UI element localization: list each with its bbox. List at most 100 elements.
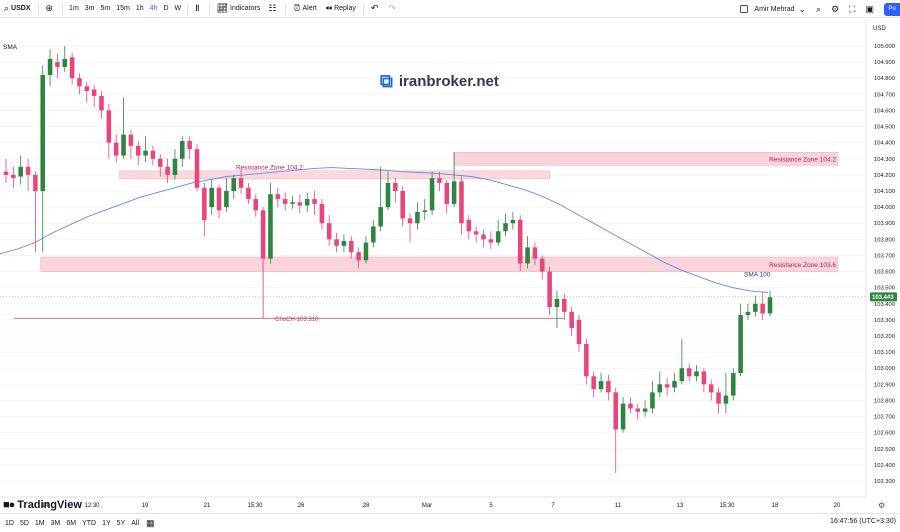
layout-selector[interactable]: Amir Mehrad ⌄ [736,0,812,18]
candle [371,220,376,248]
alarm-clock-icon: ⏰︎ [293,3,301,13]
camera-icon: ▣ [865,3,874,14]
candle-body [172,158,178,175]
clock[interactable]: 16:47:56 (UTC+3:30) [830,518,896,525]
resistance-zones: Resistance Zone 104.2 Resistance Zone 104… [40,152,839,272]
candle [576,315,582,353]
candle-body [194,149,200,188]
chevron-down-icon: ⌄ [798,3,807,14]
range-1D[interactable]: 1D [5,519,14,527]
chart-pane[interactable]: Resistance Zone 104.2 Resistance Zone 104… [0,19,900,513]
time-axis[interactable]: 14 12:30 19 21 15:30 26 28 Mar 5 7 11 13 15:30 18 20 ⚙ [0,496,885,510]
candle-body [569,311,574,328]
templates-button[interactable]: ☷ [264,0,282,18]
candle-body [451,181,457,204]
chart-type-button[interactable]: Ⅱ [191,0,205,18]
candle-body [525,247,530,264]
candle [400,186,405,227]
indicator-legend[interactable]: SMA [3,44,18,51]
candle [562,294,567,320]
candle [157,153,163,177]
candle [444,179,450,214]
range-YTD[interactable]: YTD [82,519,97,527]
candle-body [584,344,589,377]
date-range-button[interactable]: ▦ [142,514,161,532]
candle [128,129,134,159]
range-5Y[interactable]: 5Y [116,519,126,527]
indicators-button[interactable]: 📈︎ Indicators [213,0,265,18]
candle-body [143,150,148,156]
candle-body [135,145,141,156]
resistance-zone-label: Resistance Zone 103.6 [769,262,836,269]
candle-body [84,86,90,92]
range-3M[interactable]: 3M [50,519,61,527]
timeframe-3m[interactable]: 3m [84,5,95,12]
price-tick-label: 103.900 [874,221,895,227]
range-6M[interactable]: 6M [66,519,77,527]
settings-button[interactable]: ⚙︎ [827,0,845,18]
replay-button[interactable]: ⏪︎ Replay [321,0,360,18]
candle [466,215,472,240]
candle [202,182,207,237]
watermark-text: iranbroker.net [398,73,499,90]
candle-body [716,392,721,404]
candle [613,387,619,473]
publish-button[interactable]: Pu [884,2,900,16]
candle-body [356,252,361,261]
time-tick-label: 11 [615,503,622,509]
snapshot-button[interactable]: ▣ [861,0,880,18]
candle [679,339,685,385]
range-All[interactable]: All [131,519,140,527]
candle-body [510,220,516,224]
candle [194,144,200,191]
range-1Y[interactable]: 1Y [102,519,111,527]
candle [209,179,214,216]
range-1M[interactable]: 1M [34,519,45,527]
candle [393,178,398,203]
candle [121,97,126,159]
quick-search-button[interactable]: ⌕ [812,0,827,18]
candle [606,374,611,401]
undo-button[interactable]: ↶ [367,0,385,18]
candle [290,195,295,209]
price-tick-label: 103.100 [874,350,895,356]
compare-button[interactable]: ⊕ [42,0,60,18]
bottom-toolbar: 1D 5D 1M 3M 6M YTD 1Y 5Y All ▦ 16:47:56 (UTC+3:3… [0,513,900,532]
timeframe-5m[interactable]: 5m [100,5,111,12]
timeframe-D[interactable]: D [163,5,169,12]
range-5D[interactable]: 5D [19,519,29,527]
candle [348,236,354,259]
symbol-search[interactable]: ⌕ USDX [0,0,35,18]
time-tick-label: 26 [298,503,305,509]
candle [69,52,75,85]
candle [510,211,516,230]
candle-body [363,242,369,261]
divider [37,2,39,15]
candle [760,292,765,320]
timeframe-W[interactable]: W [174,5,182,12]
plus-circle-icon: ⊕ [45,3,54,13]
chart-canvas[interactable]: Resistance Zone 104.2 Resistance Zone 104… [0,19,900,513]
tradingview-logo[interactable]: ■● TradingView [3,499,82,511]
redo-button[interactable]: ↷ [384,0,402,18]
candle [554,290,560,328]
price-axis[interactable]: USD 105.000 104.900 104.800 104.700 104.600 10… [865,19,900,513]
price-tick-label: 103.500 [874,286,895,292]
alert-button[interactable]: ⏰︎ Alert [289,0,320,18]
price-tick-label: 103.700 [874,253,895,259]
candle-body [91,89,97,96]
candle [238,168,244,195]
candle-body [393,182,398,191]
candle [326,215,332,246]
timeframe-15m[interactable]: 15m [116,5,130,12]
candle-body [723,395,729,404]
fullscreen-button[interactable]: ⛶ [845,0,861,18]
timeframe-4h[interactable]: 4h [149,5,158,12]
timeframe-1m[interactable]: 1m [69,5,79,12]
candle [385,171,391,211]
timeframe-1h[interactable]: 1h [135,5,144,12]
candle-body [268,194,273,259]
calendar-icon: ▦ [146,517,155,528]
candle-body [297,202,303,206]
candle-body [738,315,743,374]
